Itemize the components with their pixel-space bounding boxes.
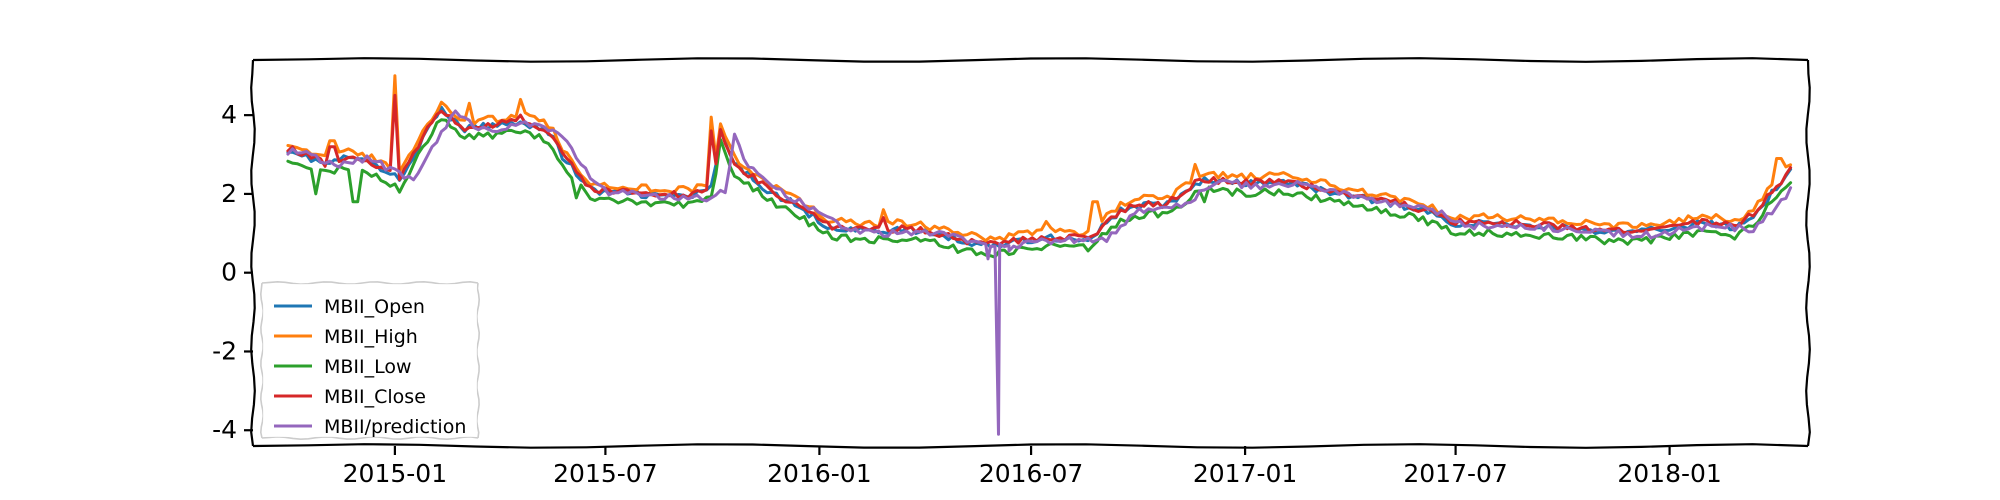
x-axis: 2015-01 2015-07 2016-01 2016-07 2017-01 2017-… [343,446,1722,488]
series-line-mbii-low [286,118,1793,259]
frame-left [250,59,256,447]
series-layer [286,74,1793,436]
x-tick-label: 2016-07 [979,459,1083,488]
y-tick-label: 0 [221,258,237,287]
y-tick-label: -4 [212,415,237,444]
legend: MBII_Open MBII_High MBII_Low MBII_Close MBII… [259,280,481,441]
y-axis: 4 2 0 -2 -4 [212,100,253,444]
x-tick-label: 2016-01 [767,459,871,488]
frame-right [1805,59,1811,447]
y-tick-label: -2 [212,336,237,365]
x-tick-label: 2015-07 [553,459,657,488]
y-tick-label: 2 [221,179,237,208]
x-tick-label: 2017-01 [1193,459,1297,488]
series-line-mbii-high [286,74,1793,243]
x-tick-label: 2018-01 [1617,459,1721,488]
frame-bottom [252,443,1809,449]
y-tick-label: 4 [221,100,237,129]
legend-label: MBII_High [324,326,418,348]
x-tick-label: 2015-01 [343,459,447,488]
frame-top [252,57,1809,63]
x-tick-label: 2017-07 [1403,459,1507,488]
legend-label: MBII/prediction [324,416,466,438]
legend-background [263,284,477,437]
legend-frame [259,280,481,441]
legend-label: MBII_Close [324,386,426,408]
legend-label: MBII_Low [324,356,412,378]
plot-frame [250,57,1811,449]
legend-label: MBII_Open [324,296,425,318]
series-line-mbii-prediction [286,109,1793,436]
